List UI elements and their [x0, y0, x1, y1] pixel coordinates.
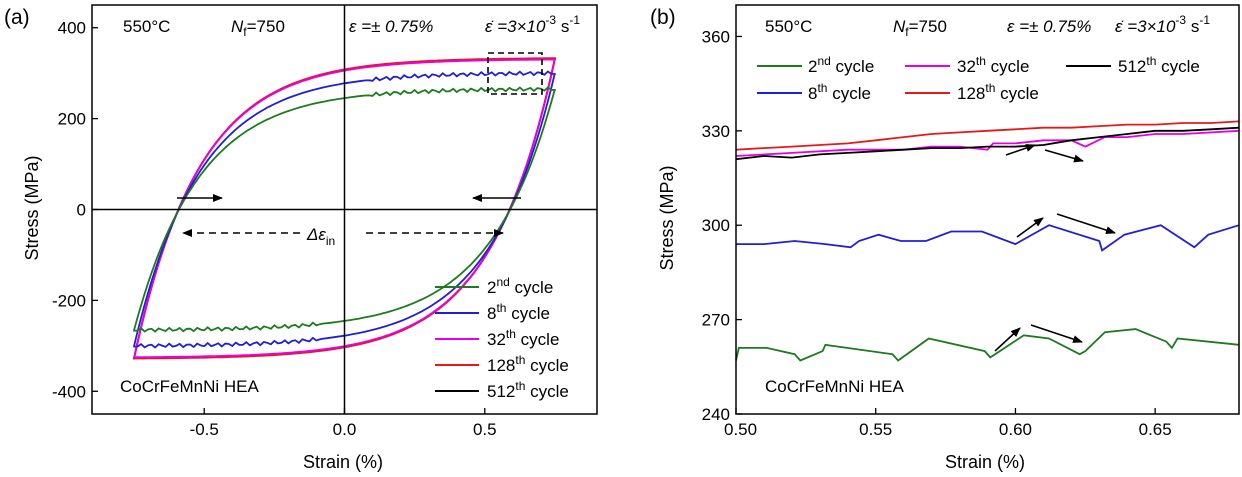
panel-a-ytick-label: -200	[52, 291, 86, 310]
legend-item-32th: 32th cycle	[905, 54, 1029, 76]
legend-item-2nd: 2nd cycle	[757, 54, 874, 76]
panel-b-frame	[735, 4, 1240, 415]
panel-b-temperature: 550°C	[765, 17, 812, 36]
legend-item-2nd: 2nd cycle	[435, 275, 553, 297]
panel-b-axes	[735, 4, 1240, 415]
legend-item-512th: 512th cycle	[1066, 54, 1200, 76]
panel-a-xlabel: Strain (%)	[303, 452, 383, 472]
panel-b-line-2nd-cycle	[735, 328, 1240, 362]
panel-a: (a) -0.5 0.0 0.5 -400 -200 0 200 400 Strain (%)…	[4, 4, 598, 472]
legend-item-128th: 128th cycle	[905, 81, 1039, 103]
panel-a-delta-label: Δεin	[306, 225, 335, 248]
panel-b: (b) 0.50 0.55 0.60 0.65 240 270 300 330 360 Stra…	[650, 4, 1240, 472]
svg-text:8th cycle: 8th cycle	[808, 81, 871, 103]
panel-b-xtick-label: 0.60	[999, 420, 1032, 439]
panel-b-xtick-label: 0.65	[1139, 420, 1172, 439]
panel-b-xlabel: Strain (%)	[945, 452, 1025, 472]
legend-item-128th: 128th cycle	[435, 353, 569, 375]
panel-a-curves	[132, 57, 557, 360]
svg-text:2nd cycle: 2nd cycle	[808, 54, 874, 76]
panel-b-strain-rate: ε̇ =3×10-3 s-1	[1115, 13, 1210, 36]
panel-b-ytick-label: 240	[702, 405, 730, 424]
panel-b-line-512th-cycle	[735, 126, 1240, 161]
panel-a-strain-amplitude: ε =± 0.75%	[349, 17, 433, 36]
panel-a-ytick-label: 400	[58, 19, 86, 38]
svg-text:8th cycle: 8th cycle	[487, 301, 550, 323]
panel-b-nf: Nf=750	[893, 17, 947, 39]
panel-b-line-128th-cycle	[735, 120, 1240, 151]
legend-item-32th: 32th cycle	[435, 327, 559, 349]
panel-b-arrow-1b	[1044, 149, 1084, 163]
panel-b-arrow-2a	[1016, 217, 1044, 238]
legend-item-8th: 8th cycle	[435, 301, 550, 323]
svg-text:32th cycle: 32th cycle	[957, 54, 1029, 76]
panel-b-line-32th-cycle	[735, 129, 1240, 157]
panel-a-ytick-label: 200	[58, 110, 86, 129]
panel-b-strain-amplitude: ε =± 0.75%	[1007, 17, 1091, 36]
panel-a-strain-rate: ε̇ =3×10-3 s-1	[485, 13, 580, 36]
panel-a-ticks: -0.5 0.0 0.5 -400 -200 0 200 400	[52, 19, 497, 439]
panel-b-legend: 2nd cycle 32th cycle 512th cycle 8th cyc…	[757, 54, 1200, 103]
panel-a-temperature: 550°C	[123, 17, 170, 36]
panel-b-ytick-label: 360	[702, 27, 730, 46]
panel-a-nf: Nf=750	[231, 17, 285, 39]
panel-b-label: (b)	[650, 6, 676, 29]
panel-a-legend: 2nd cycle 8th cycle 32th cycle 128th cyc…	[435, 275, 569, 401]
panel-b-line-8th-cycle	[736, 224, 1240, 252]
panel-b-material: CoCrFeMnNi HEA	[765, 377, 905, 396]
panel-a-zoom-box	[487, 52, 543, 95]
panel-b-arrow-3b	[1030, 324, 1083, 343]
panel-a-loop-32th-cycle	[132, 58, 557, 359]
panel-b-arrow-3a	[994, 327, 1021, 352]
svg-text:32th cycle: 32th cycle	[487, 327, 559, 349]
legend-item-8th: 8th cycle	[757, 81, 871, 103]
panel-a-ylabel: Stress (MPa)	[22, 155, 42, 260]
svg-text:512th cycle: 512th cycle	[487, 379, 569, 401]
panel-a-ytick-label: -400	[52, 382, 86, 401]
panel-b-curves	[735, 120, 1240, 362]
panel-b-ytick-label: 300	[702, 216, 730, 235]
panel-b-ticks: 0.50 0.55 0.60 0.65 240 270 300 330 360	[702, 27, 1172, 439]
panel-b-xtick-label: 0.50	[724, 420, 757, 439]
panel-b-ytick-label: 330	[702, 122, 730, 141]
svg-text:128th cycle: 128th cycle	[957, 81, 1039, 103]
panel-a-ytick-label: 0	[77, 201, 86, 220]
legend-item-512th: 512th cycle	[435, 379, 569, 401]
panel-a-loop-2nd-cycle	[133, 86, 556, 333]
panel-a-xtick-label: -0.5	[190, 420, 219, 439]
svg-text:128th cycle: 128th cycle	[487, 353, 569, 375]
panel-b-arrow-2b	[1056, 213, 1116, 234]
panel-a-xtick-label: 0.0	[333, 420, 357, 439]
panel-a-loop-8th-cycle	[133, 70, 556, 349]
panel-b-arrow-1a	[1005, 144, 1036, 156]
panel-a-label: (a)	[4, 6, 30, 29]
panel-b-ylabel: Stress (MPa)	[657, 165, 677, 270]
svg-text:2nd cycle: 2nd cycle	[487, 275, 553, 297]
panel-a-xtick-label: 0.5	[473, 420, 497, 439]
svg-text:512th cycle: 512th cycle	[1118, 54, 1200, 76]
panel-a-material: CoCrFeMnNi HEA	[120, 377, 260, 396]
panel-b-xtick-label: 0.55	[859, 420, 892, 439]
panel-b-ytick-label: 270	[702, 311, 730, 330]
